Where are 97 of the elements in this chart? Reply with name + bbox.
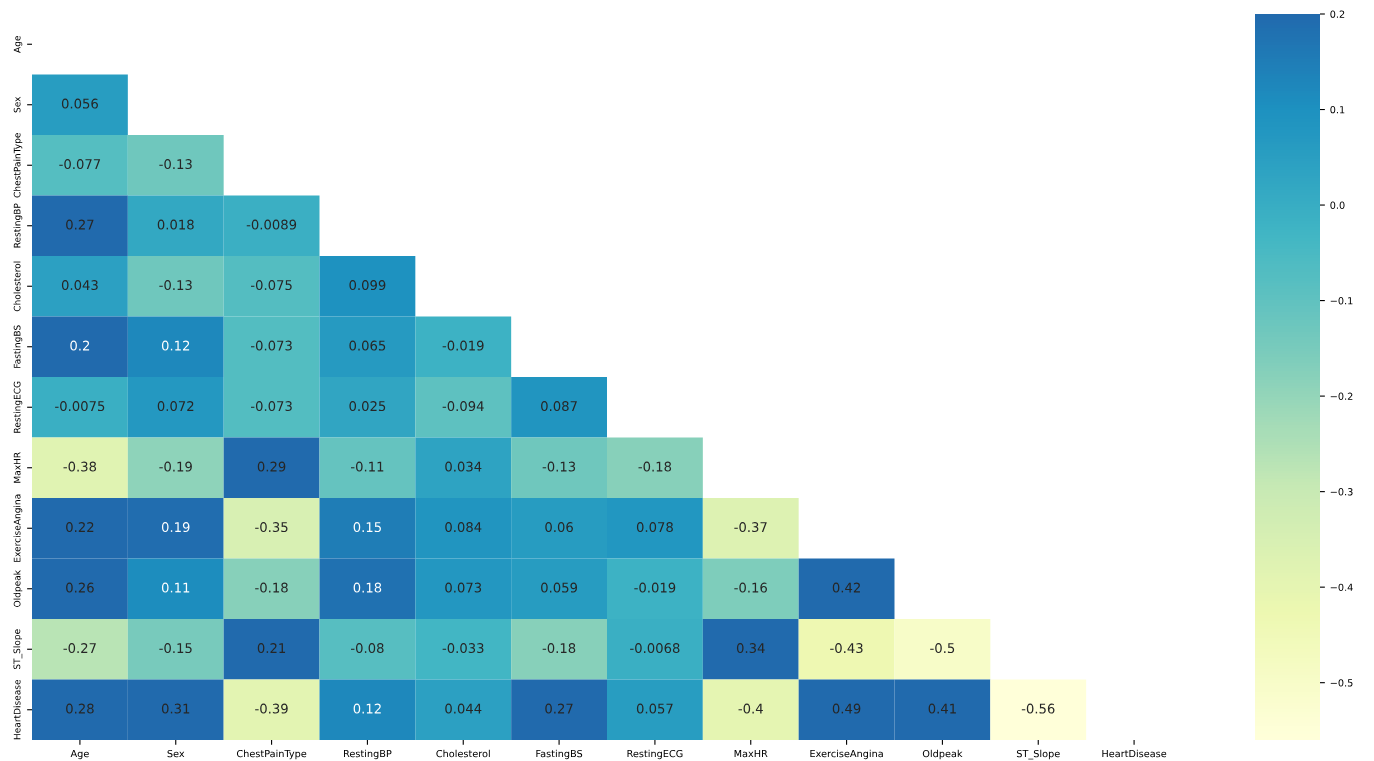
x-tick-label: RestingBP: [344, 749, 392, 760]
data-label: -0.033: [442, 643, 484, 654]
x-tick-label: Oldpeak: [922, 749, 963, 760]
color-bar-label: −0.4: [1330, 583, 1353, 591]
color-bar-label: 0.0: [1330, 201, 1345, 209]
data-label: 0.41: [928, 703, 956, 714]
data-label: 0.12: [161, 340, 190, 351]
x-tick-label: ST_Slope: [1016, 749, 1060, 760]
data-label: 0.044: [445, 703, 482, 714]
data-label: -0.27: [63, 643, 96, 654]
data-label: -0.13: [542, 461, 576, 472]
data-label: 0.059: [541, 582, 578, 593]
data-label: 0.26: [66, 582, 94, 593]
x-tick-label: Cholesterol: [436, 749, 490, 758]
data-label: -0.15: [159, 643, 192, 654]
data-label: 0.21: [257, 643, 286, 654]
y-tick-label: ST_Slope: [13, 629, 23, 670]
data-label: 0.065: [349, 340, 386, 351]
y-tick-label: ExerciseAngina: [13, 494, 23, 562]
data-label: 0.057: [636, 703, 673, 714]
data-label: -0.18: [638, 461, 672, 472]
data-label: -0.43: [830, 643, 863, 654]
data-label: 0.11: [161, 582, 190, 593]
y-tick-label: Age: [13, 36, 23, 53]
data-label: 0.034: [445, 461, 482, 472]
color-bar-label: 0.1: [1330, 106, 1345, 114]
data-label: -0.094: [442, 401, 484, 412]
data-label: 0.49: [832, 703, 861, 714]
data-label: -0.13: [159, 280, 192, 291]
data-label: -0.0075: [55, 401, 105, 412]
data-label: -0.39: [255, 703, 288, 714]
data-label: 0.2: [70, 340, 90, 351]
x-tick-label: RestingECG: [627, 749, 683, 760]
y-tick-label: ChestPainType: [13, 133, 23, 198]
data-label: -0.5: [930, 643, 955, 654]
data-label: 0.084: [445, 522, 482, 533]
data-label: 0.073: [445, 582, 482, 593]
data-label: 0.34: [736, 643, 765, 654]
color-bar-label: −0.3: [1330, 488, 1353, 496]
y-tick-label: FastingBS: [13, 325, 23, 368]
data-label: 0.056: [61, 98, 98, 109]
data-label: -0.18: [542, 643, 576, 654]
data-label: 0.27: [66, 219, 94, 230]
data-label: 0.19: [161, 522, 190, 533]
x-tick-label: FastingBS: [536, 749, 583, 760]
data-label: -0.11: [350, 461, 384, 472]
data-label: -0.35: [255, 522, 288, 533]
data-label: 0.27: [545, 703, 573, 714]
data-label: -0.37: [734, 522, 767, 533]
data-label: -0.4: [738, 703, 763, 714]
y-tick-label: RestingECG: [13, 381, 23, 433]
data-label: 0.087: [541, 401, 577, 412]
data-label: 0.018: [157, 219, 194, 230]
data-label: -0.38: [63, 461, 97, 472]
y-tick-label: Oldpeak: [13, 570, 23, 607]
data-label: -0.13: [159, 159, 192, 170]
data-label: 0.099: [349, 280, 386, 291]
data-label: 0.025: [349, 401, 386, 412]
color-bar-label: −0.2: [1330, 392, 1353, 400]
data-label: -0.077: [59, 159, 101, 170]
x-tick-label: HeartDisease: [1102, 749, 1167, 758]
y-tick-label: MaxHR: [13, 452, 21, 483]
data-label: 0.072: [157, 401, 194, 412]
data-label: -0.16: [734, 582, 767, 593]
data-label: -0.073: [250, 340, 292, 351]
y-tick-label: Sex: [13, 96, 21, 113]
data-label: -0.073: [250, 401, 292, 412]
data-label: 0.29: [257, 461, 286, 472]
data-label: -0.08: [350, 643, 384, 654]
data-label: 0.078: [636, 522, 673, 533]
x-tick-label: ChestPainType: [236, 749, 307, 760]
color-bar-label: −0.5: [1330, 679, 1353, 687]
x-tick-label: Age: [70, 750, 89, 760]
data-label: 0.043: [61, 280, 98, 291]
x-tick-label: ExerciseAngina: [810, 749, 883, 760]
color-bar-label: −0.1: [1330, 297, 1353, 305]
data-label: 0.22: [66, 522, 94, 533]
data-label: 0.15: [353, 522, 381, 533]
data-label: -0.075: [250, 280, 292, 291]
data-label: -0.56: [1021, 703, 1055, 714]
data-label: 0.31: [161, 703, 190, 714]
data-label: -0.0089: [246, 219, 297, 230]
data-label: -0.019: [442, 340, 484, 351]
data-label: -0.019: [634, 582, 676, 593]
data-label: 0.18: [353, 582, 382, 593]
data-label: 0.28: [66, 703, 94, 714]
color-bar-label: 0.2: [1330, 10, 1345, 18]
data-label: -0.18: [255, 582, 288, 593]
x-tick-label: Sex: [167, 749, 185, 758]
data-label: 0.42: [832, 582, 860, 593]
x-tick-label: MaxHR: [734, 750, 768, 758]
data-label: 0.06: [545, 522, 573, 533]
data-label: 0.12: [353, 703, 381, 714]
y-tick-label: RestingBP: [13, 203, 23, 248]
data-label: -0.19: [159, 461, 192, 472]
data-label: -0.0068: [630, 643, 680, 654]
y-tick-label: Cholesterol: [13, 261, 21, 312]
